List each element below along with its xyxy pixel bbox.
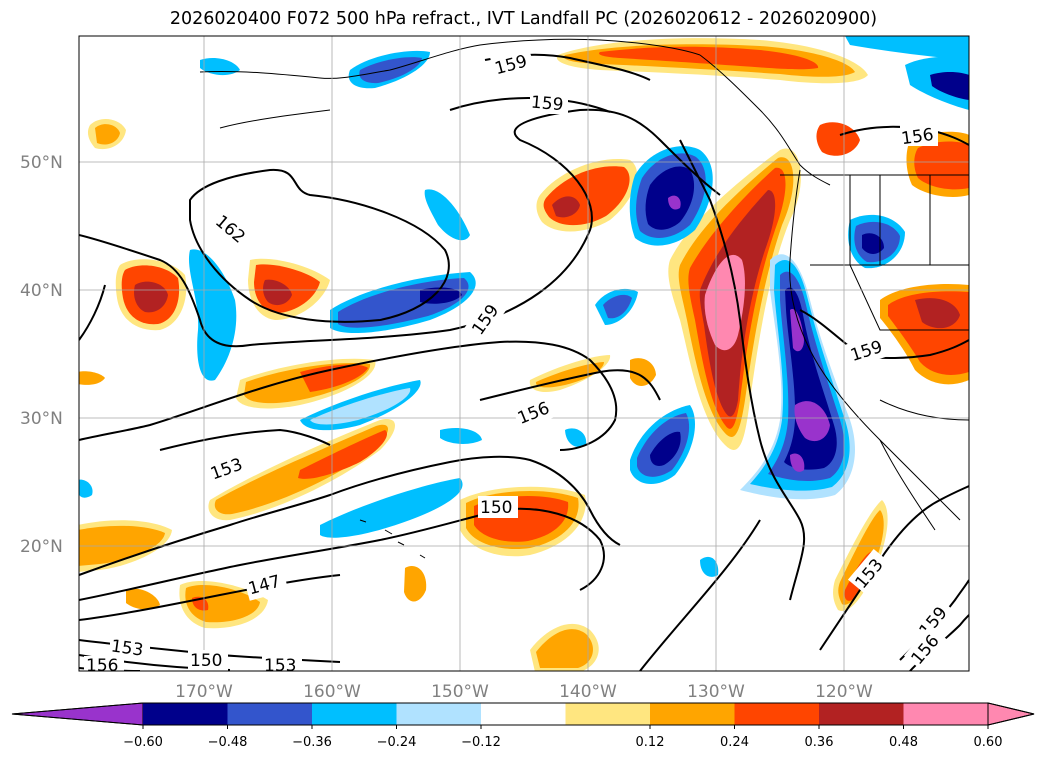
- lon-label: 140°W: [559, 682, 617, 700]
- colorbar-segment: [143, 703, 228, 725]
- colorbar-tick-label: −0.12: [461, 735, 501, 750]
- lat-label: 40°N: [20, 281, 63, 301]
- colorbar-segment: [227, 703, 313, 725]
- canada-coast: [699, 54, 831, 186]
- contour-156-mid: [479, 369, 661, 401]
- lat-label: 30°N: [20, 409, 63, 429]
- hawaii-islands: [359, 519, 426, 559]
- contour-153-left: [159, 428, 331, 451]
- negative-anomaly-pacific: [79, 58, 719, 577]
- map-frame: [78, 35, 970, 672]
- positive-anomaly-central: [79, 355, 656, 572]
- contour-147: [79, 574, 341, 621]
- contour-159-north: [79, 108, 721, 348]
- contour-150: [79, 507, 605, 601]
- coastline-layer: [199, 38, 969, 559]
- contour-label: 150: [190, 651, 222, 671]
- lon-label: 150°W: [431, 682, 489, 700]
- colorbar-segment: [903, 703, 989, 725]
- lat-label: 20°N: [20, 537, 63, 557]
- colorbar-extension-max: [987, 702, 1035, 726]
- colorbar-segment: [734, 703, 820, 725]
- lon-label: 160°W: [303, 682, 361, 700]
- colorbar-segment: [565, 703, 651, 725]
- colorbar-segment: [396, 703, 482, 725]
- colorbar-tick-label: −0.36: [292, 735, 332, 750]
- colorbar-tick-label: −0.60: [123, 735, 163, 750]
- colorbar-tick-label: 0.24: [720, 735, 749, 750]
- colorbar-segment: [481, 703, 566, 725]
- latitude-labels: 20°N 30°N 40°N 50°N: [20, 153, 63, 557]
- longitude-labels: 170°W 160°W 150°W 140°W 130°W 120°W: [175, 682, 873, 700]
- us-west-coast: [789, 169, 961, 521]
- contour-label: 156: [900, 125, 935, 149]
- baja-coast: [879, 439, 936, 531]
- contour-label: 159: [530, 93, 564, 116]
- negative-anomaly-california: [740, 254, 855, 500]
- lon-label: 120°W: [815, 682, 873, 700]
- colorbar-tick-label: 0.12: [636, 735, 665, 750]
- contour-label: 150: [480, 498, 512, 518]
- colorbar-tick-label: 0.36: [805, 735, 834, 750]
- colorbar-segment: [312, 703, 397, 725]
- lon-label: 130°W: [687, 682, 745, 700]
- contour-162: [189, 168, 450, 323]
- contour-159-east: [679, 139, 806, 601]
- colorbar-extension-min: [11, 702, 144, 726]
- contour-153-southeast: [819, 485, 969, 651]
- aleutian-coast: [219, 109, 331, 129]
- colorbar-segment: [819, 703, 904, 725]
- figure-title: 2026020400 F072 500 hPa refract., IVT La…: [169, 9, 878, 29]
- lon-label: 170°W: [175, 682, 233, 700]
- contour-156-central: [79, 340, 618, 451]
- colorbar-tick-label: −0.24: [377, 735, 417, 750]
- colorbar-segment: [650, 703, 735, 725]
- colorbar-ticks: −0.60 −0.48 −0.36 −0.24 −0.12 0.12 0.24 0.36 0.4…: [123, 725, 1002, 750]
- contour-153: [79, 455, 621, 576]
- alaska-coast: [199, 38, 701, 79]
- lat-label: 50°N: [20, 153, 63, 173]
- anomaly-fill-layer: [79, 36, 969, 671]
- contour-159-east2: [799, 309, 969, 360]
- colorbar-tick-label: 0.48: [889, 735, 918, 750]
- colorbar-tick-label: 0.60: [974, 735, 1003, 750]
- mexico-border: [879, 399, 969, 421]
- colorbar-segments: [11, 702, 1035, 726]
- gridline-layer: [79, 36, 969, 671]
- map-panel: 159 159 156 162 159 159 156 153 150 147 …: [20, 35, 970, 700]
- colorbar-tick-label: −0.48: [208, 735, 248, 750]
- contour-south-loop: [639, 519, 761, 671]
- state-border-2: [849, 175, 969, 331]
